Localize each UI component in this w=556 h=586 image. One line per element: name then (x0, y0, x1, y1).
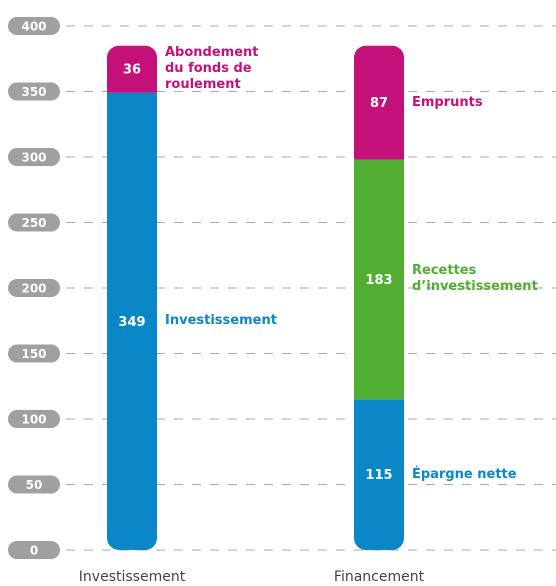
bar-group (354, 45, 404, 550)
series-label: Recettes d’investissement (412, 263, 538, 295)
value-label: 87 (370, 96, 388, 111)
series-label: Investissement (165, 313, 277, 329)
series-label: Emprunts (412, 94, 483, 110)
bar-group (107, 45, 157, 550)
tick-pill (8, 279, 60, 297)
y-tick-label: 100 (21, 413, 46, 427)
bar-segment (107, 45, 157, 93)
tick-pill (8, 410, 60, 428)
y-tick-label: 350 (21, 85, 46, 99)
y-tick-label: 300 (21, 151, 46, 165)
tick-pill (8, 82, 60, 101)
y-tick-label: 150 (21, 347, 46, 361)
y-tick-label: 250 (21, 216, 46, 230)
tick-pill (8, 344, 60, 363)
series-label: Épargne nette (412, 466, 517, 482)
value-label: 36 (123, 63, 141, 78)
bar-segment (354, 45, 404, 160)
value-label: 115 (365, 468, 392, 483)
tick-pill (8, 213, 60, 232)
bar-segment (107, 92, 157, 550)
tick-pill (8, 541, 60, 559)
value-label: 183 (365, 273, 392, 288)
series-label: Abondement du fonds de roulement (165, 45, 259, 93)
y-tick-label: 200 (21, 282, 46, 296)
tick-pill (8, 17, 60, 35)
y-tick-label: 400 (21, 20, 46, 34)
bar-segment (354, 159, 404, 400)
tick-pill (8, 475, 60, 494)
bar-segment (354, 399, 404, 550)
x-tick-label: Financement (334, 569, 425, 585)
y-tick-label: 50 (26, 478, 43, 492)
tick-pill (8, 148, 60, 166)
y-tick-label: 0 (30, 544, 38, 558)
value-label: 349 (118, 315, 145, 330)
x-tick-label: Investissement (79, 569, 186, 585)
